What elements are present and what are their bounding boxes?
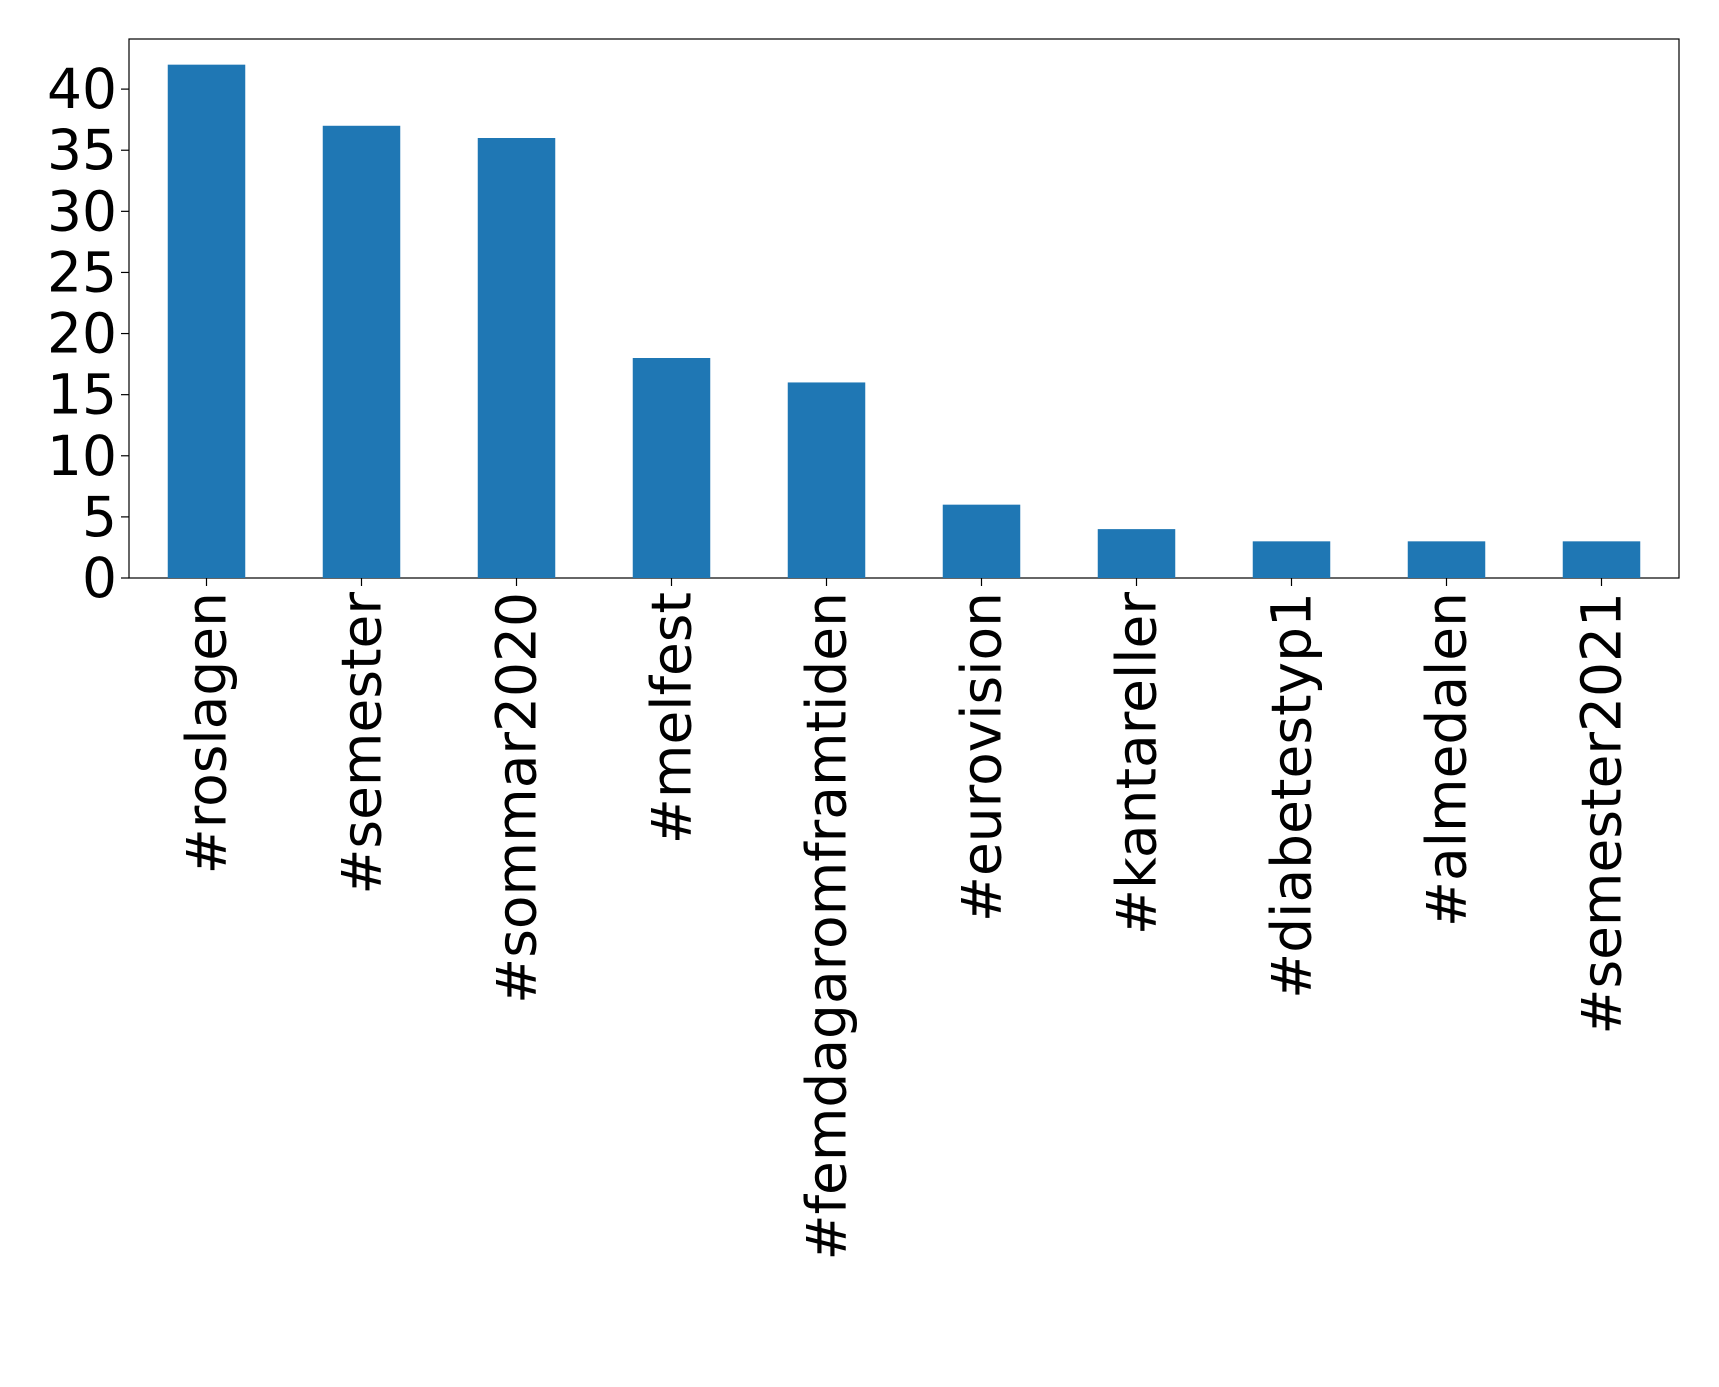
y-tick-label: 20 xyxy=(47,302,117,366)
y-tick-label: 15 xyxy=(47,363,117,427)
bar xyxy=(1407,541,1486,578)
y-tick-label: 5 xyxy=(82,485,117,549)
x-tick-label: #melfest xyxy=(640,592,704,844)
x-tick-label: #kantareller xyxy=(1105,592,1169,935)
x-tick-label: #eurovision xyxy=(950,592,1014,922)
x-tick-label: #femdagaromframtiden xyxy=(795,592,859,1260)
y-tick-label: 0 xyxy=(82,546,117,610)
bar xyxy=(167,64,246,578)
bar xyxy=(942,504,1021,578)
bar xyxy=(477,138,556,578)
y-tick-label: 10 xyxy=(47,424,117,488)
y-tick-label: 25 xyxy=(47,240,117,304)
x-tick-label: #diabetestyp1 xyxy=(1260,592,1324,999)
bar xyxy=(632,358,711,578)
x-tick-label: #semester2021 xyxy=(1570,592,1634,1035)
y-tick-label: 30 xyxy=(47,179,117,243)
x-tick-label: #roslagen xyxy=(175,592,239,874)
x-tick-label: #almedalen xyxy=(1415,592,1479,927)
bar xyxy=(322,125,401,579)
bar xyxy=(1097,529,1176,578)
y-tick-label: 35 xyxy=(47,118,117,182)
plot-frame xyxy=(128,38,1680,579)
bar xyxy=(1252,541,1331,578)
y-tick-label: 40 xyxy=(47,57,117,121)
x-tick-label: #sommar2020 xyxy=(485,592,549,1004)
bar xyxy=(1562,541,1641,578)
x-tick-label: #semester xyxy=(330,592,394,895)
bar xyxy=(787,382,866,578)
